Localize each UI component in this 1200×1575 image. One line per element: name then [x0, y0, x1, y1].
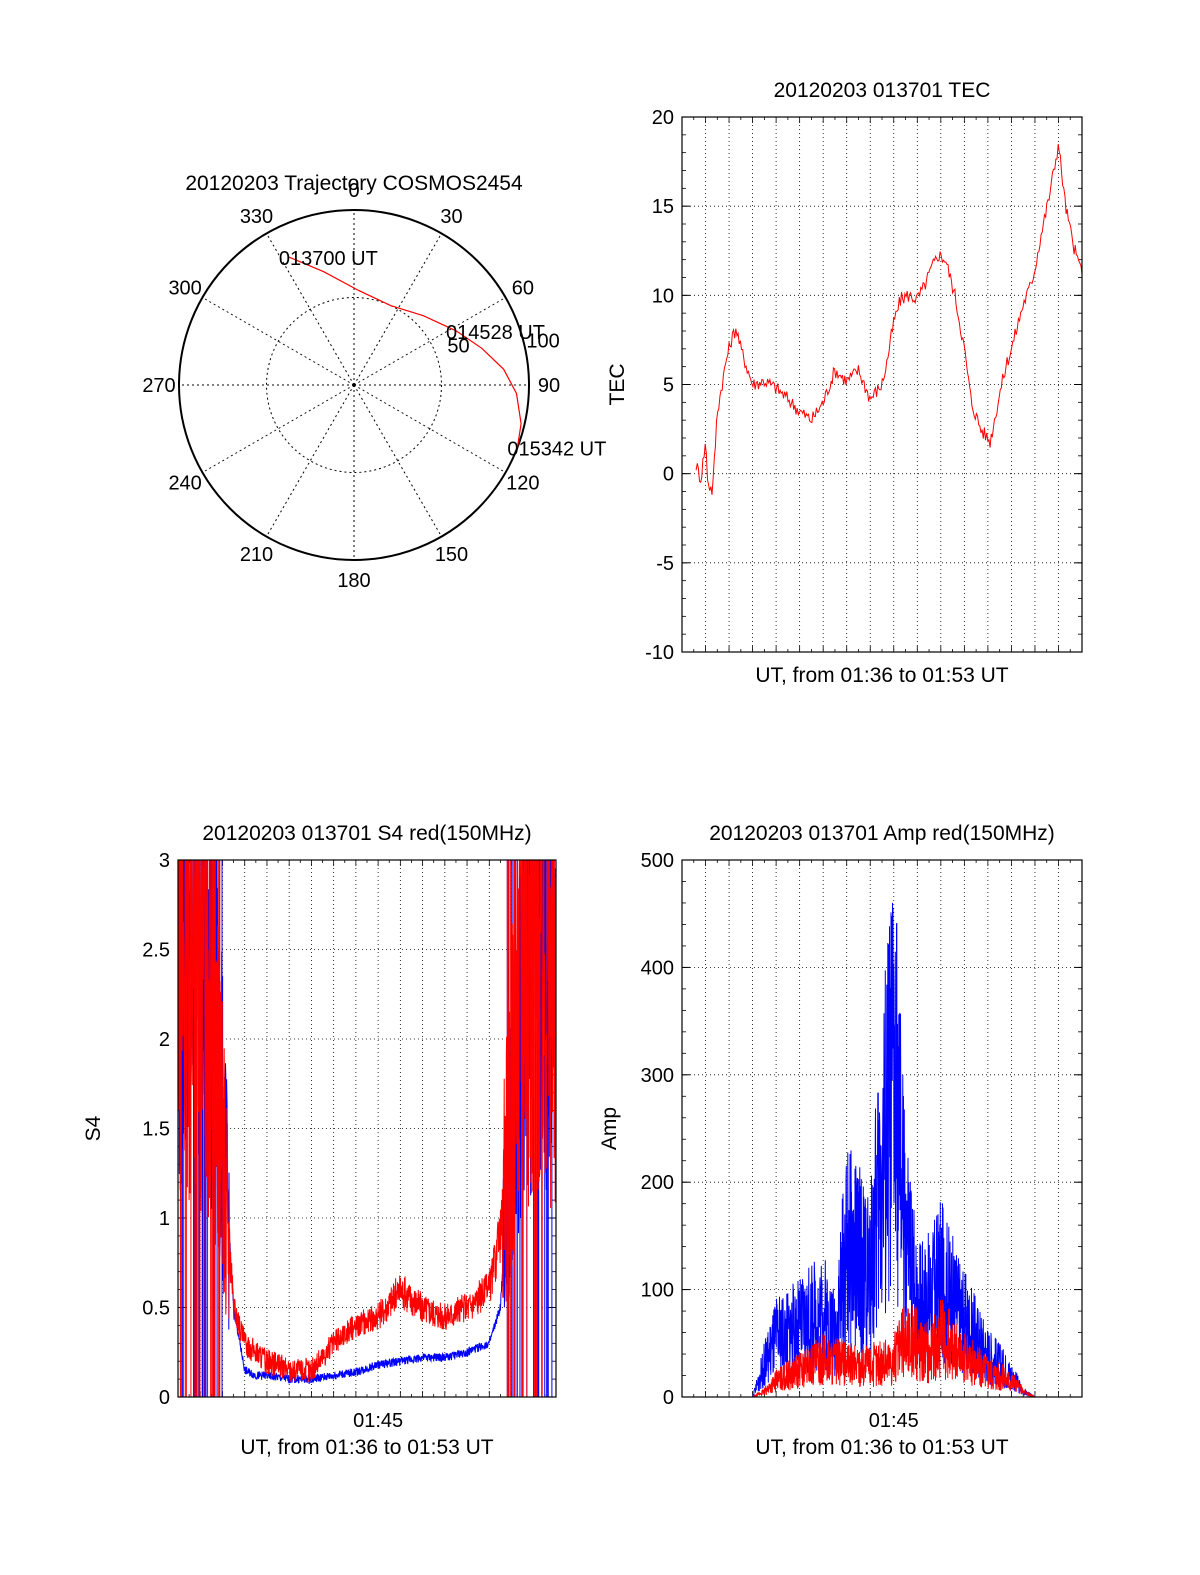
x-axis-label: UT, from 01:36 to 01:53 UT [755, 1436, 1008, 1459]
y-axis-label: S4 [82, 1115, 105, 1141]
data-series-line [178, 860, 556, 1383]
y-tick-label: 0 [663, 464, 674, 486]
polar-angle-label: 270 [142, 375, 175, 397]
polar-spoke [353, 297, 506, 386]
plot-frame [681, 116, 1083, 653]
y-tick-label: 200 [641, 1172, 674, 1194]
polar-angle-label: 300 [168, 278, 201, 300]
polar-angle-label: 330 [240, 206, 273, 228]
plot-frame [177, 859, 557, 1398]
y-tick-label: 0 [663, 1387, 674, 1409]
polar-angle-label: 60 [512, 278, 534, 300]
polar-time-annotation: 014528 UT [446, 322, 545, 344]
chart-panel-3: 20120203 013701 Amp red(150MHz) 0 100 200 30… [598, 822, 1083, 1459]
chart-panel-1: 20120203 013701 TEC -10 -5 0 5 10 15 20 UT, from… [606, 79, 1083, 687]
plot-data [695, 143, 1082, 495]
polar-inner-circle [266, 297, 442, 473]
plot-data [682, 902, 1082, 1397]
y-tick-label: 400 [641, 957, 674, 979]
y-tick-label: 100 [641, 1280, 674, 1302]
polar-angle-label: 120 [506, 473, 539, 495]
plot-data [178, 860, 556, 1397]
polar-spoke [353, 384, 506, 473]
y-tick-label: 5 [663, 375, 674, 397]
y-tick-label: 0 [159, 1387, 170, 1409]
data-series-line [695, 143, 1082, 495]
polar-angle-label: 210 [240, 544, 273, 566]
polar-outer-circle [178, 209, 530, 561]
chart-title: 20120203 013701 TEC [774, 79, 991, 102]
polar-radius-label: 50 [447, 335, 469, 357]
chart-title: 20120203 013701 S4 red(150MHz) [202, 822, 531, 845]
y-axis-label: TEC [606, 364, 629, 406]
polar-angle-label: 90 [538, 375, 560, 397]
polar-spoke [266, 233, 355, 386]
data-series-line [682, 1299, 1082, 1397]
x-axis-label: UT, from 01:36 to 01:53 UT [755, 664, 1008, 687]
y-tick-label: 0.5 [142, 1298, 170, 1320]
y-tick-label: 300 [641, 1065, 674, 1087]
polar-angle-label: 30 [440, 206, 462, 228]
x-axis-label: UT, from 01:36 to 01:53 UT [240, 1436, 493, 1459]
polar-angle-label: 180 [337, 570, 370, 592]
polar-angle-label: 150 [435, 544, 468, 566]
chart-panel-2: 20120203 013701 S4 red(150MHz) 0 0.5 1 1.5 2 2… [82, 822, 557, 1459]
y-tick-label: 10 [652, 285, 674, 307]
y-tick-label: 2.5 [142, 940, 170, 962]
polar-spoke [266, 384, 355, 537]
polar-time-annotation: 015342 UT [507, 439, 606, 461]
polar-title: 20120203 Trajectory COSMOS2454 [185, 172, 523, 195]
polar-time-annotation: 013700 UT [279, 248, 378, 270]
y-tick-label: 15 [652, 196, 674, 218]
y-tick-label: 1.5 [142, 1119, 170, 1141]
polar-trajectory-line [288, 256, 522, 448]
polar-spoke [202, 297, 355, 386]
y-tick-label: 500 [641, 850, 674, 872]
plot-frame [681, 859, 1083, 1398]
polar-spoke [202, 384, 355, 473]
y-tick-label: 2 [159, 1029, 170, 1051]
polar-spoke [353, 384, 442, 537]
y-axis-label: Amp [598, 1107, 621, 1150]
x-tick-label: 01:45 [869, 1410, 919, 1432]
data-series-line [178, 860, 556, 1385]
polar-radius-label: 100 [526, 331, 559, 353]
polar-angle-label: 0 [348, 180, 359, 202]
y-tick-label: 20 [652, 107, 674, 129]
y-tick-label: -10 [645, 642, 674, 664]
polar-spoke [353, 233, 442, 386]
data-series-line [682, 902, 1082, 1397]
chart-title: 20120203 013701 Amp red(150MHz) [709, 822, 1055, 845]
y-tick-label: -5 [656, 553, 674, 575]
y-tick-label: 3 [159, 850, 170, 872]
x-tick-label: 01:45 [353, 1410, 403, 1432]
y-tick-label: 1 [159, 1208, 170, 1230]
polar-angle-label: 240 [168, 473, 201, 495]
